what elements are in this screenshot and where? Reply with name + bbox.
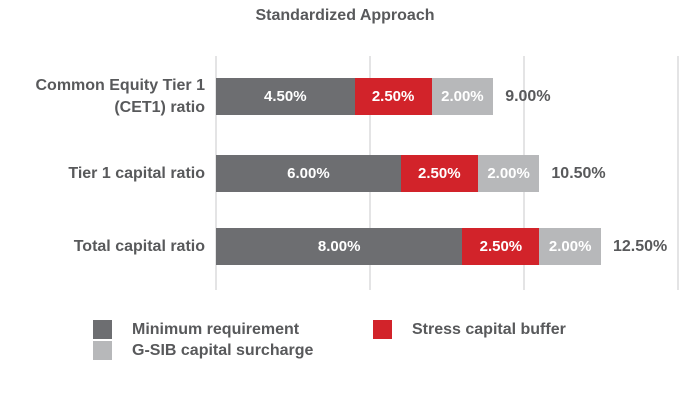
bar-segment: 8.00% [216,228,463,265]
bar-segment: 2.50% [354,78,432,115]
legend-swatch-gsib-capital-surcharge [93,341,112,360]
bar-total-label: 12.50% [613,237,668,255]
legend-swatch-stress-capital-buffer [373,320,392,339]
legend-label-minimum-requirement: Minimum requirement [132,320,300,338]
bar-total-label: 10.50% [551,164,606,182]
category-label: Tier 1 capital ratio [68,164,205,182]
bar-segment: 2.50% [462,228,540,265]
bar-segment: 4.50% [216,78,355,115]
legend-swatch-minimum-requirement [93,320,112,339]
legend-label-stress-capital-buffer: Stress capital buffer [412,320,566,338]
gridline [677,56,679,290]
bar-segment: 6.00% [216,155,401,192]
legend-label-gsib-capital-surcharge: G-SIB capital surcharge [132,341,314,359]
bar-total-label: 9.00% [505,87,551,105]
category-label: Common Equity Tier 1 (CET1) ratio [35,77,205,116]
legend-item-minimum-requirement: Minimum requirement [93,320,299,339]
legend-item-gsib-capital-surcharge: G-SIB capital surcharge [93,341,313,360]
category-label: Total capital ratio [73,237,205,255]
bar-segment: 2.00% [477,155,540,192]
bar-segment: 2.00% [431,78,494,115]
legend-item-stress-capital-buffer: Stress capital buffer [373,320,566,339]
bar-segment: 2.50% [400,155,478,192]
chart-title: Standardized Approach [255,7,435,24]
bar-segment: 2.00% [539,228,601,265]
